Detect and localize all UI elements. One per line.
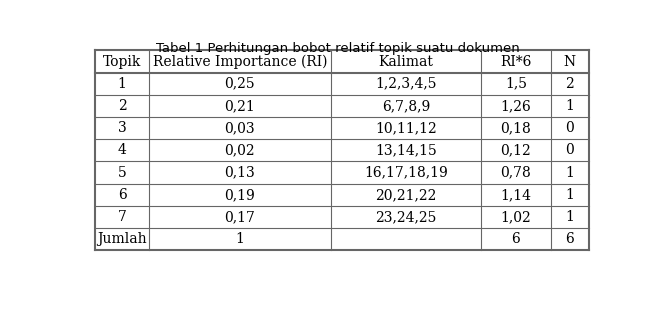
Text: 6: 6	[512, 232, 520, 246]
Text: 1: 1	[117, 77, 127, 91]
Text: 2: 2	[117, 99, 127, 113]
Text: 0: 0	[566, 121, 574, 135]
Text: 4: 4	[117, 143, 127, 157]
Text: 23,24,25: 23,24,25	[376, 210, 437, 224]
Text: 1: 1	[565, 99, 574, 113]
Text: 7: 7	[117, 210, 127, 224]
Text: 5: 5	[117, 166, 127, 180]
Text: 1: 1	[236, 232, 244, 246]
Text: 0,03: 0,03	[224, 121, 255, 135]
Text: Tabel 1 Perhitungan bobot relatif topik suatu dokumen: Tabel 1 Perhitungan bobot relatif topik …	[156, 42, 520, 55]
Text: Jumlah: Jumlah	[97, 232, 147, 246]
Text: 0,19: 0,19	[224, 188, 255, 202]
Text: 1: 1	[565, 188, 574, 202]
Text: 0,21: 0,21	[224, 99, 255, 113]
Text: 20,21,22: 20,21,22	[376, 188, 437, 202]
Text: 0,17: 0,17	[224, 210, 255, 224]
Text: RI*6: RI*6	[500, 54, 532, 68]
Text: 0: 0	[566, 143, 574, 157]
Text: 0,13: 0,13	[224, 166, 255, 180]
Text: Kalimat: Kalimat	[379, 54, 434, 68]
Text: 2: 2	[566, 77, 574, 91]
Text: N: N	[564, 54, 576, 68]
Text: 10,11,12: 10,11,12	[375, 121, 437, 135]
Text: 16,17,18,19: 16,17,18,19	[364, 166, 448, 180]
Text: 6,7,8,9: 6,7,8,9	[382, 99, 430, 113]
Text: 0,25: 0,25	[224, 77, 255, 91]
Text: 1,02: 1,02	[501, 210, 531, 224]
Text: Relative Importance (RI): Relative Importance (RI)	[152, 54, 327, 69]
Text: 6: 6	[117, 188, 127, 202]
Text: 0,18: 0,18	[501, 121, 531, 135]
Text: 1,26: 1,26	[501, 99, 531, 113]
Text: 1,14: 1,14	[500, 188, 531, 202]
Text: Topik: Topik	[103, 54, 141, 68]
Text: 1: 1	[565, 210, 574, 224]
Text: 13,14,15: 13,14,15	[375, 143, 437, 157]
Text: 3: 3	[117, 121, 127, 135]
Text: 1,2,3,4,5: 1,2,3,4,5	[376, 77, 437, 91]
Text: 1,5: 1,5	[505, 77, 527, 91]
Text: 0,02: 0,02	[224, 143, 255, 157]
Text: 0,12: 0,12	[501, 143, 531, 157]
Text: 6: 6	[566, 232, 574, 246]
Text: 1: 1	[565, 166, 574, 180]
Text: 0,78: 0,78	[501, 166, 531, 180]
